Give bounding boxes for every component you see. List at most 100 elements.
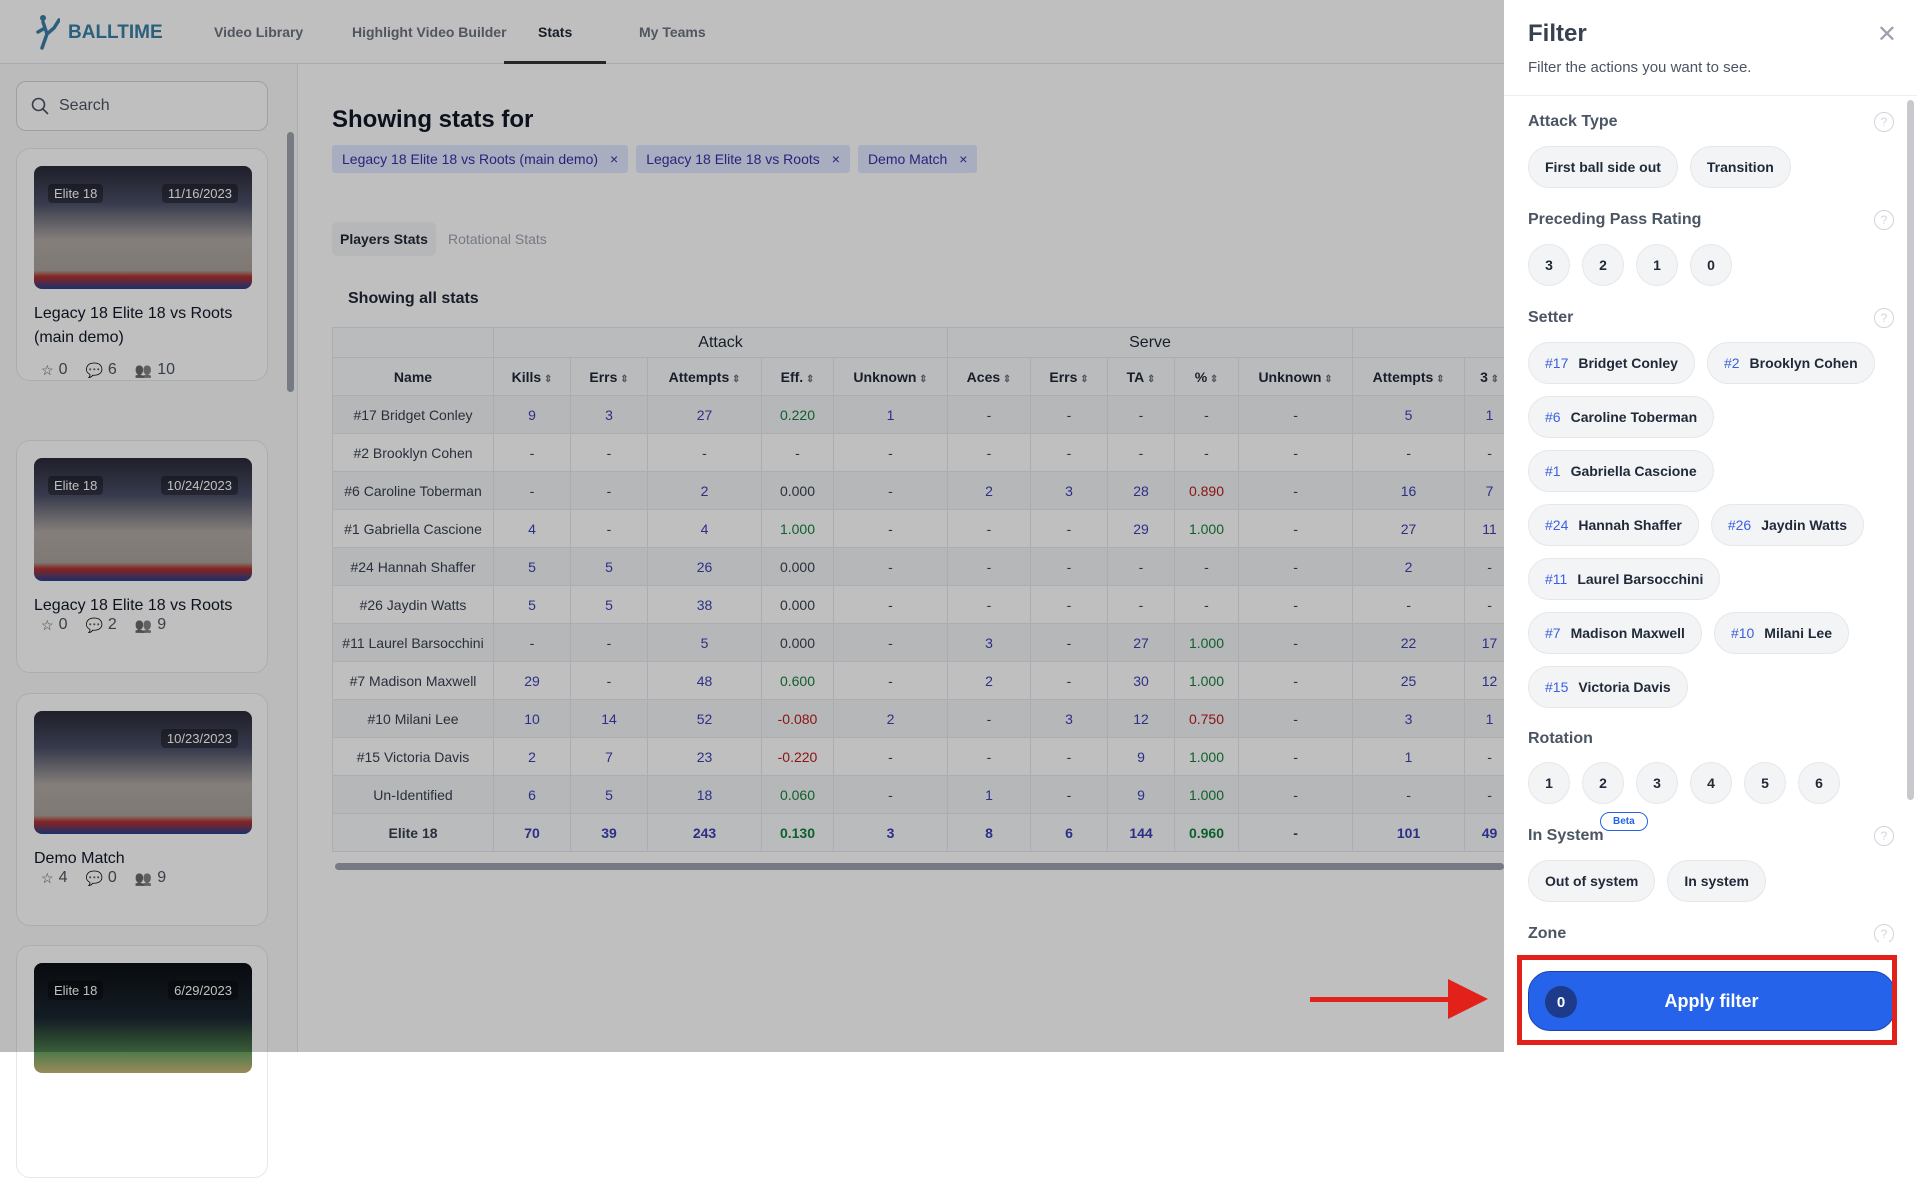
stat-cell[interactable]: 14 xyxy=(570,699,648,738)
stat-cell[interactable]: 23 xyxy=(647,737,762,776)
stat-cell[interactable]: 5 xyxy=(570,585,648,624)
stat-cell[interactable]: 2 xyxy=(493,737,571,776)
stat-cell[interactable]: 2 xyxy=(947,471,1031,510)
filter-option[interactable]: #26 Jaydin Watts xyxy=(1710,504,1865,546)
stat-cell[interactable]: 3 xyxy=(1030,471,1108,510)
stat-cell[interactable]: 17 xyxy=(1464,623,1504,662)
stat-cell[interactable]: 1 xyxy=(1352,737,1466,776)
sort-icon[interactable]: ⇕ xyxy=(1077,373,1089,385)
filter-option[interactable]: 4 xyxy=(1690,762,1732,804)
column-header[interactable]: Attempts ⇕ xyxy=(647,357,762,396)
apply-filter-button[interactable]: 0 Apply filter xyxy=(1528,971,1895,1031)
sort-icon[interactable]: ⇕ xyxy=(803,373,815,385)
stat-cell[interactable]: 2 xyxy=(833,699,948,738)
stat-cell[interactable]: 9 xyxy=(493,395,571,434)
video-thumbnail[interactable]: 10/23/2023 xyxy=(34,711,252,834)
stat-cell[interactable]: 10 xyxy=(493,699,571,738)
stat-cell[interactable]: 6 xyxy=(493,775,571,814)
help-icon[interactable]: ? xyxy=(1874,112,1894,132)
filter-option[interactable]: 0 xyxy=(1690,244,1732,286)
sort-icon[interactable]: ⇕ xyxy=(729,373,741,385)
stat-cell[interactable]: 3 xyxy=(1352,699,1466,738)
filter-option[interactable]: #1 Gabriella Cascione xyxy=(1528,450,1714,492)
column-header[interactable]: Kills ⇕ xyxy=(493,357,571,396)
nav-my-teams[interactable]: My Teams xyxy=(639,24,706,40)
filter-option[interactable]: #15 Victoria Davis xyxy=(1528,666,1688,708)
table-horizontal-scrollbar[interactable] xyxy=(335,863,1504,870)
stat-cell[interactable]: 0.220 xyxy=(761,395,834,434)
filter-option[interactable]: #10 Milani Lee xyxy=(1713,612,1849,654)
nav-video-library[interactable]: Video Library xyxy=(214,24,304,40)
video-card[interactable]: Elite 18 10/24/2023 Legacy 18 Elite 18 vs … xyxy=(16,440,268,673)
sort-icon[interactable]: ⇕ xyxy=(1144,373,1156,385)
stat-cell[interactable]: 243 xyxy=(647,813,762,852)
video-title[interactable]: Legacy 18 Elite 18 vs Roots (main demo) xyxy=(34,305,233,346)
stat-cell[interactable]: 0.060 xyxy=(761,775,834,814)
video-chip[interactable]: Demo Match × xyxy=(857,145,978,173)
sort-icon[interactable]: ⇕ xyxy=(541,373,553,385)
stat-cell[interactable]: 101 xyxy=(1352,813,1466,852)
stat-cell[interactable]: 1 xyxy=(833,395,948,434)
filter-option[interactable]: First ball side out xyxy=(1528,146,1678,188)
help-icon[interactable]: ? xyxy=(1874,210,1894,230)
video-title[interactable]: Demo Match xyxy=(34,850,125,867)
help-icon[interactable]: ? xyxy=(1874,826,1894,846)
stat-cell[interactable]: 12 xyxy=(1464,661,1504,700)
sort-icon[interactable]: ⇕ xyxy=(617,373,629,385)
filter-option[interactable]: #7 Madison Maxwell xyxy=(1528,612,1702,654)
stat-cell[interactable]: 27 xyxy=(647,395,762,434)
stat-cell[interactable]: 144 xyxy=(1107,813,1175,852)
modal-backdrop[interactable] xyxy=(0,0,1504,1052)
sort-icon[interactable]: ⇕ xyxy=(1487,373,1500,385)
column-header[interactable]: 3 ⇕ xyxy=(1464,357,1504,396)
help-icon[interactable]: ? xyxy=(1874,924,1894,942)
stat-cell[interactable]: 18 xyxy=(647,775,762,814)
stat-cell[interactable]: 5 xyxy=(570,775,648,814)
filter-option[interactable]: 5 xyxy=(1744,762,1786,804)
stat-cell[interactable]: 0.890 xyxy=(1174,471,1239,510)
stat-cell[interactable]: 70 xyxy=(493,813,571,852)
column-header[interactable]: Unknown ⇕ xyxy=(1237,357,1354,396)
video-thumbnail[interactable]: Elite 18 10/24/2023 xyxy=(34,458,252,581)
stat-cell[interactable]: 0.750 xyxy=(1174,699,1239,738)
sort-icon[interactable]: ⇕ xyxy=(1321,373,1333,385)
filter-option[interactable]: 3 xyxy=(1636,762,1678,804)
column-header[interactable]: Aces ⇕ xyxy=(947,357,1031,396)
tab-players-stats[interactable]: Players Stats xyxy=(332,222,436,256)
search-input[interactable]: Search xyxy=(16,81,268,131)
stat-cell[interactable]: 1.000 xyxy=(1174,623,1239,662)
brand-logo[interactable]: BALLTIME xyxy=(34,14,163,52)
column-header[interactable]: Errs ⇕ xyxy=(1030,357,1108,396)
stat-cell[interactable]: 2 xyxy=(1352,547,1466,586)
sort-icon[interactable]: ⇕ xyxy=(1433,373,1445,385)
nav-highlight-video-builder[interactable]: Highlight Video Builder xyxy=(352,24,507,40)
stat-cell[interactable]: 28 xyxy=(1107,471,1175,510)
video-chip[interactable]: Legacy 18 Elite 18 vs Roots (main demo) × xyxy=(332,145,629,173)
column-header[interactable]: Eff. ⇕ xyxy=(761,357,834,396)
sidebar-scrollbar[interactable] xyxy=(287,132,294,392)
stat-cell[interactable]: 26 xyxy=(647,547,762,586)
stat-cell[interactable]: 1.000 xyxy=(761,509,834,548)
video-chip[interactable]: Legacy 18 Elite 18 vs Roots × xyxy=(636,145,850,173)
stat-cell[interactable]: 9 xyxy=(1107,775,1175,814)
stat-cell[interactable]: 49 xyxy=(1464,813,1504,852)
filter-option[interactable]: 1 xyxy=(1636,244,1678,286)
video-title[interactable]: Legacy 18 Elite 18 vs Roots xyxy=(34,597,233,614)
filter-option[interactable]: 3 xyxy=(1528,244,1570,286)
sort-icon[interactable]: ⇕ xyxy=(916,373,928,385)
stat-cell[interactable]: 2 xyxy=(647,471,762,510)
stat-cell[interactable]: 25 xyxy=(1352,661,1466,700)
stat-cell[interactable]: 11 xyxy=(1464,509,1504,548)
filter-option[interactable]: #24 Hannah Shaffer xyxy=(1528,504,1699,546)
stat-cell[interactable]: 0.960 xyxy=(1174,813,1239,852)
filter-option[interactable]: In system xyxy=(1667,860,1766,902)
column-header[interactable]: Attempts ⇕ xyxy=(1352,357,1466,396)
tab-rotational-stats[interactable]: Rotational Stats xyxy=(447,231,547,247)
stat-cell[interactable]: 1 xyxy=(1464,395,1504,434)
filter-option[interactable]: #11 Laurel Barsocchini xyxy=(1528,558,1721,600)
column-header[interactable]: Unknown ⇕ xyxy=(833,357,948,396)
stat-cell[interactable]: 1 xyxy=(947,775,1031,814)
stat-cell[interactable]: 1 xyxy=(1464,699,1504,738)
remove-icon[interactable]: × xyxy=(610,151,619,167)
stat-cell[interactable]: 8 xyxy=(947,813,1031,852)
